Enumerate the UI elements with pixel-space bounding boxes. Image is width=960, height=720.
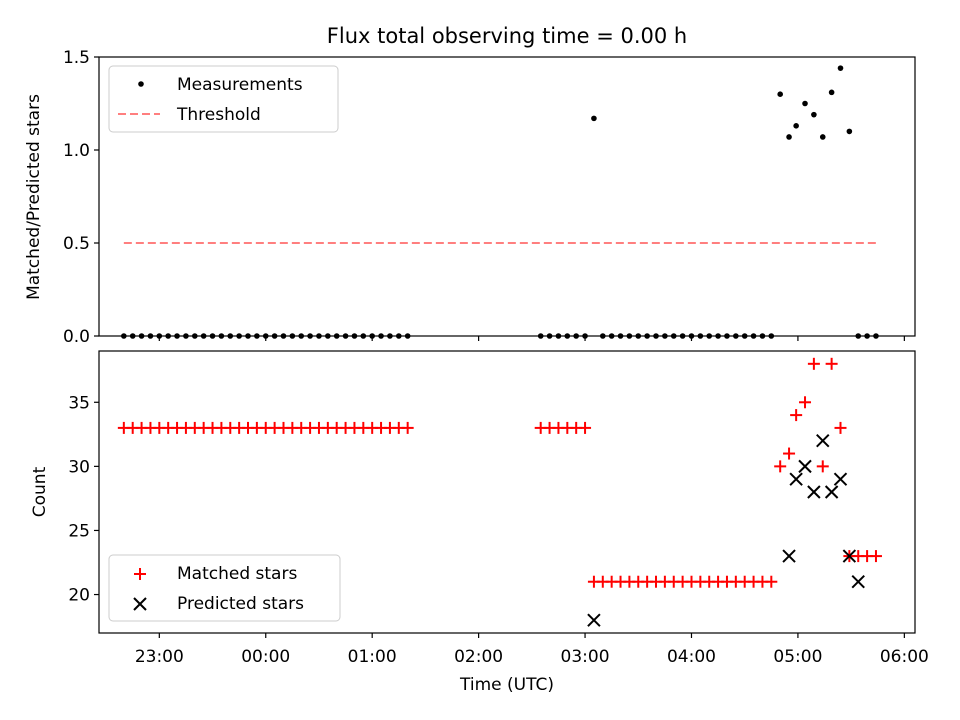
measurement-point (777, 91, 783, 97)
matched-star-point (825, 357, 838, 370)
bottom-y-ticks: 20 25 30 35 (68, 393, 99, 606)
legend-predicted-label: Predicted stars (177, 594, 304, 614)
measurement-point (786, 134, 792, 140)
legend-predicted-marker (133, 597, 147, 611)
bottom-marks (117, 357, 882, 627)
matched-star-point (834, 421, 847, 434)
measurement-point (819, 134, 826, 140)
measurement-point (802, 100, 808, 107)
legend-matched-label: Matched stars (177, 564, 297, 584)
matched-star-point (765, 575, 778, 588)
top-y-tick-label: 0.5 (63, 234, 90, 254)
top-x-ticks (158, 336, 905, 341)
measurement-point (811, 111, 817, 118)
measurement-point (591, 115, 597, 122)
bottom-y-tick-label: 25 (68, 521, 90, 541)
bottom-y-tick-label: 30 (68, 457, 90, 477)
top-y-axis-label: Matched/Predicted stars (24, 94, 44, 300)
bottom-y-axis-label: Count (30, 466, 50, 517)
x-tick-label: 01:00 (348, 647, 397, 667)
measurement-point (828, 89, 835, 96)
top-y-ticks: 0.0 0.5 1.0 1.5 (63, 48, 99, 347)
measurement-point (793, 123, 799, 129)
bottom-y-tick-label: 20 (68, 586, 90, 606)
top-legend-box (108, 65, 339, 133)
legend-measurements-label: Measurements (177, 75, 303, 95)
predicted-star-point (789, 472, 803, 486)
measurement-point (837, 65, 844, 71)
top-axes-frame (98, 56, 916, 337)
matched-star-point (790, 409, 803, 422)
bottom-x-ticks: 23:00 00:00 01:00 02:00 03:00 04:00 05:00 06:00 (135, 633, 929, 667)
x-tick-label: 06:00 (880, 647, 929, 667)
matched-star-point (774, 460, 787, 473)
chart-title: Flux total observing time = 0.00 h (327, 24, 687, 48)
legend-threshold-label: Threshold (176, 105, 261, 125)
matched-star-point (783, 447, 796, 460)
legend-matched-marker (134, 568, 146, 580)
matched-star-point (579, 421, 592, 434)
predicted-star-point (587, 613, 601, 627)
x-tick-label: 03:00 (561, 647, 610, 667)
bottom-x-axis-label: Time (UTC) (459, 675, 554, 695)
x-tick-label: 05:00 (773, 647, 822, 667)
x-tick-label: 23:00 (135, 647, 184, 667)
bottom-legend: Matched stars Predicted stars (108, 554, 341, 622)
matched-star-point (816, 460, 829, 473)
top-panel: Flux total observing time = 0.00 h 0.00.… (24, 24, 916, 347)
bottom-legend-box (108, 554, 341, 622)
bottom-y-tick-label: 35 (68, 393, 90, 413)
x-tick-label: 04:00 (667, 647, 716, 667)
predicted-star-point (807, 485, 821, 499)
legend-measurements-marker (138, 81, 144, 87)
matched-star-point (869, 550, 882, 563)
top-legend: Measurements Threshold (108, 65, 339, 133)
x-tick-label: 00:00 (241, 647, 290, 667)
matched-star-point (401, 421, 414, 434)
predicted-star-point (816, 434, 830, 448)
matched-star-point (807, 357, 820, 370)
predicted-star-point (824, 485, 839, 499)
top-y-tick-label: 0.0 (63, 327, 90, 347)
predicted-star-point (842, 549, 857, 563)
predicted-star-point (798, 459, 812, 474)
bottom-axes-frame (98, 350, 916, 634)
predicted-star-point (833, 472, 848, 486)
top-y-tick-label: 1.5 (63, 48, 90, 68)
predicted-star-point (851, 575, 865, 589)
bottom-panel: 20 25 30 35 23:00 00:00 01:00 02:00 03:00 04:00 0… (30, 350, 929, 695)
top-y-tick-label: 1.0 (63, 141, 90, 161)
measurement-point (846, 128, 853, 135)
predicted-star-point (782, 549, 796, 563)
matched-star-point (799, 396, 812, 409)
x-tick-label: 02:00 (454, 647, 503, 667)
